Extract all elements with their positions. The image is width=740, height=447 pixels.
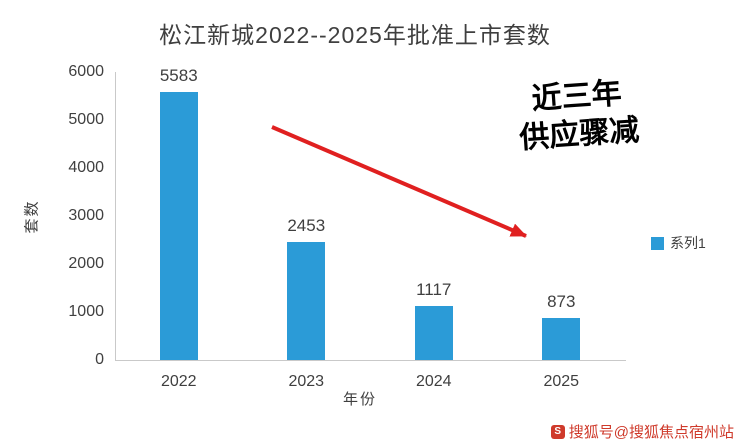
y-tick-label: 4000 xyxy=(68,159,104,176)
legend: 系列1 xyxy=(651,233,706,253)
x-tick-label: 2025 xyxy=(543,373,580,390)
watermark-text: 搜狐号@搜狐焦点宿州站 xyxy=(568,424,734,441)
y-tick-label: 1000 xyxy=(68,303,104,320)
bar-value-label: 5583 xyxy=(159,66,198,85)
y-axis-line xyxy=(115,72,116,361)
bar-value-label: 873 xyxy=(547,292,576,311)
watermark: S 搜狐号@搜狐焦点宿州站 xyxy=(550,421,734,442)
x-tick-label: 2024 xyxy=(415,373,452,390)
y-tick-label: 5000 xyxy=(68,111,104,128)
x-axis-title: 年份 xyxy=(342,391,377,408)
annotation-callout: 近三年 供应骤减 xyxy=(456,70,701,163)
bar-2022 xyxy=(159,92,198,360)
legend-swatch xyxy=(651,236,664,250)
bar-2025 xyxy=(542,318,581,360)
bar-2023 xyxy=(287,242,326,360)
bar-2024 xyxy=(414,306,453,360)
bar-value-label: 2453 xyxy=(287,216,326,235)
x-tick-label: 2023 xyxy=(288,373,325,390)
y-tick-label: 0 xyxy=(95,351,104,368)
sohu-logo-icon: S xyxy=(550,424,565,439)
legend-label: 系列1 xyxy=(670,235,706,251)
bar-value-label: 1117 xyxy=(416,280,452,299)
x-axis-line xyxy=(115,360,626,361)
x-tick-label: 2022 xyxy=(160,373,197,390)
y-tick-label: 2000 xyxy=(68,255,104,272)
y-tick-label: 3000 xyxy=(68,207,104,224)
y-tick-label: 6000 xyxy=(68,63,104,80)
chart-title: 松江新城2022--2025年批准上市套数 xyxy=(159,22,551,48)
